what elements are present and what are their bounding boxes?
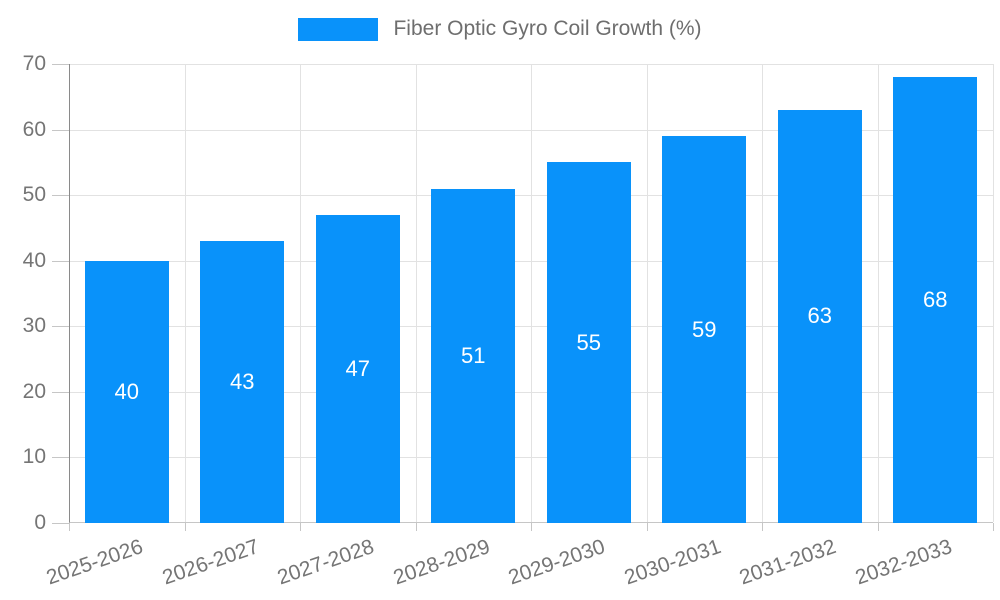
bar-value-label: 63 <box>807 303 832 329</box>
x-grid-line <box>762 64 763 522</box>
bar-value-label: 40 <box>114 378 139 404</box>
x-grid-line <box>531 64 532 522</box>
bar[interactable] <box>84 260 169 523</box>
x-axis-tick <box>646 523 648 531</box>
x-axis-tick <box>184 523 186 531</box>
y-tick-label: 10 <box>22 445 46 469</box>
bar-value-label: 51 <box>461 342 486 368</box>
legend-swatch <box>298 17 379 41</box>
y-tick-label: 60 <box>22 117 46 141</box>
x-tick-label: 2032-2033 <box>852 535 955 590</box>
x-tick-label: 2028-2029 <box>390 535 493 590</box>
bar-value-label: 55 <box>576 329 601 355</box>
y-tick-label: 20 <box>22 379 46 403</box>
y-tick-label: 40 <box>22 248 46 272</box>
plot-area <box>69 64 994 523</box>
bar[interactable] <box>893 77 978 523</box>
bar[interactable] <box>315 214 400 523</box>
x-tick-label: 2029-2030 <box>505 535 609 590</box>
legend-item[interactable]: Fiber Optic Gyro Coil Growth (%) <box>0 17 1000 41</box>
x-axis-tick <box>415 523 417 531</box>
y-axis-tick <box>52 326 69 328</box>
y-tick-label: 70 <box>22 52 46 75</box>
x-axis-tick <box>762 523 763 531</box>
y-axis-tick <box>52 260 69 262</box>
x-grid-line <box>415 64 417 522</box>
y-tick-label: 30 <box>22 314 46 338</box>
x-axis-tick <box>993 523 994 531</box>
bar[interactable] <box>777 109 862 523</box>
bar[interactable] <box>662 136 747 523</box>
bar-value-label: 43 <box>230 369 255 395</box>
x-axis-tick <box>69 523 70 531</box>
x-tick-label: 2027-2028 <box>274 535 378 590</box>
x-grid-line <box>877 64 879 522</box>
y-axis-tick <box>52 129 69 131</box>
x-tick-label: 2025-2026 <box>43 535 147 590</box>
bar[interactable] <box>546 162 631 523</box>
y-tick-label: 0 <box>34 511 46 534</box>
x-grid-line <box>993 64 994 522</box>
x-grid-line <box>184 64 186 522</box>
x-tick-label: 2030-2031 <box>621 535 724 590</box>
x-tick-label: 2026-2027 <box>159 535 262 590</box>
x-axis-tick <box>300 523 301 531</box>
x-axis-tick <box>877 523 879 531</box>
y-axis-tick <box>52 64 69 65</box>
y-axis-tick <box>52 457 69 459</box>
y-tick-label: 50 <box>22 183 46 207</box>
x-axis-tick <box>531 523 532 531</box>
legend-label: Fiber Optic Gyro Coil Growth (%) <box>393 17 702 40</box>
bar-value-label: 68 <box>923 287 948 313</box>
bar-value-label: 47 <box>345 355 370 381</box>
y-axis-tick <box>52 391 69 393</box>
y-axis-tick <box>52 523 69 524</box>
bar-value-label: 59 <box>692 316 717 342</box>
x-grid-line <box>646 64 648 522</box>
bar[interactable] <box>200 241 285 523</box>
x-grid-line <box>300 64 301 522</box>
y-axis-tick <box>52 195 69 197</box>
bar[interactable] <box>431 188 516 523</box>
x-tick-label: 2031-2032 <box>736 535 840 590</box>
